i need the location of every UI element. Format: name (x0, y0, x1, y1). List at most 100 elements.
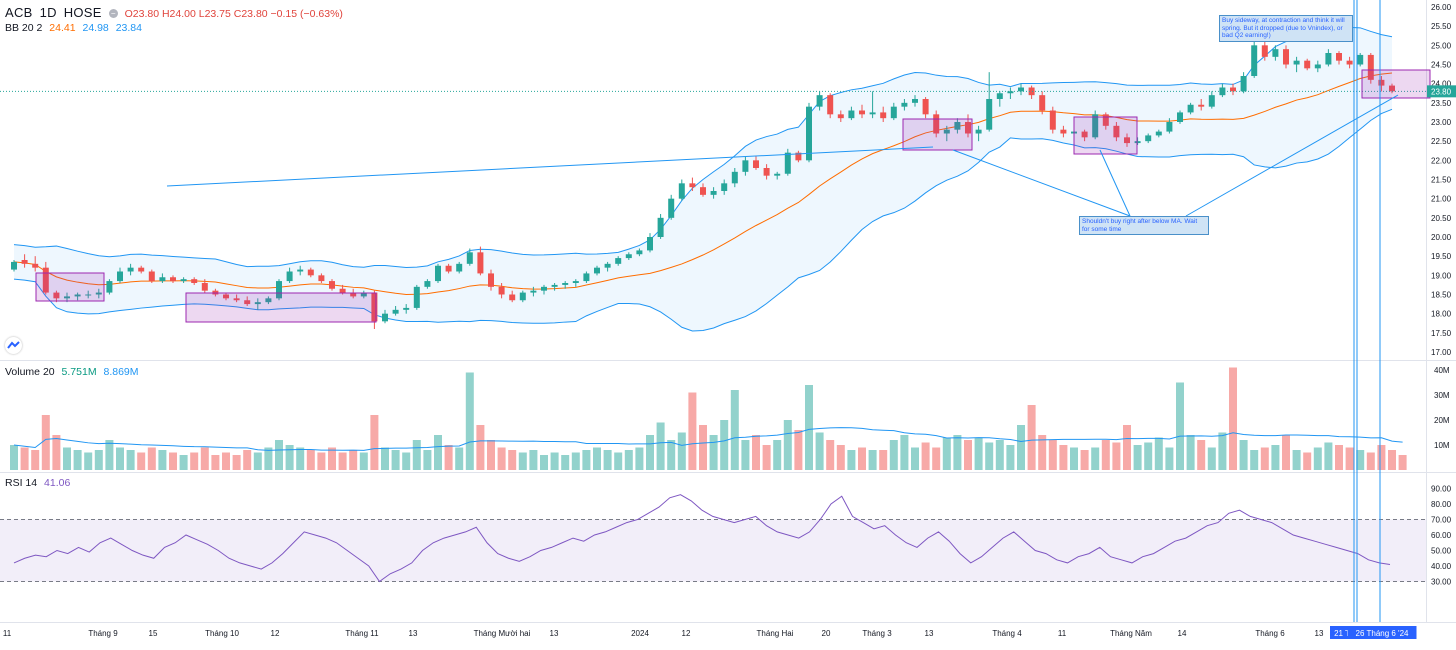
volume-bar (73, 450, 82, 470)
volume-bar (1260, 447, 1269, 470)
collapse-icon[interactable]: − (108, 9, 118, 18)
rsi-tick-label: 90.00 (1431, 485, 1452, 494)
candle-body (276, 281, 282, 299)
volume-bar (1154, 437, 1163, 470)
candle-body (424, 281, 431, 287)
volume-bar (836, 445, 845, 470)
volume-tick-label: 30M (1434, 391, 1450, 400)
candle-body (880, 112, 887, 119)
volume-bar (752, 435, 760, 470)
rsi-pane[interactable] (0, 494, 1426, 583)
bb-upper-line (13, 25, 1393, 268)
volume-bar (1017, 425, 1025, 470)
bb-legend[interactable]: BB 20 2 24.41 24.98 23.84 (5, 22, 146, 34)
rsi-band (0, 519, 1426, 582)
volume-bar (253, 452, 262, 470)
volume-legend[interactable]: Volume 20 5.751M 8.869M (5, 366, 143, 378)
volume-bar (730, 390, 739, 470)
volume-bar (285, 445, 294, 470)
candle-body (943, 129, 950, 134)
volume-bar (964, 440, 972, 470)
volume-bar (1080, 450, 1089, 470)
candle-body (700, 187, 706, 195)
trend-line (1099, 149, 1131, 217)
volume-bar (1218, 432, 1227, 470)
volume-bar (1165, 447, 1174, 470)
volume-bar (974, 437, 983, 470)
volume-bar (1303, 452, 1312, 470)
candle-body (689, 183, 696, 188)
volume-bar (1027, 405, 1036, 470)
volume-bar (614, 452, 623, 470)
volume-bar (1239, 440, 1248, 470)
time-tick-label: 11 (1058, 629, 1067, 638)
candle-body (159, 277, 166, 282)
candle-body (668, 198, 675, 218)
volume-tick-label: 10M (1434, 441, 1450, 450)
ohlc-values: O23.80 H24.00 L23.75 C23.80 −0.15 (−0.63… (124, 8, 343, 20)
volume-bar (900, 435, 909, 470)
candle-body (413, 286, 420, 308)
volume-bar (1271, 445, 1280, 470)
candle-body (1283, 49, 1289, 65)
volume-bar (126, 450, 135, 470)
candle-body (456, 263, 463, 272)
candle-body (1304, 60, 1311, 69)
candle-body (1187, 104, 1194, 113)
volume-bar (1207, 447, 1216, 470)
volume-bar (317, 452, 326, 470)
price-tick-label: 19.00 (1431, 271, 1452, 280)
time-highlight-badge (1347, 626, 1417, 639)
time-tick-label: Tháng 6 (1255, 629, 1285, 638)
volume-bar (10, 445, 18, 470)
volume-bar (561, 455, 570, 470)
volume-bar (1038, 435, 1047, 470)
candle-body (954, 122, 961, 130)
volume-bar (1377, 445, 1386, 470)
volume-ma-line (13, 427, 1403, 451)
note-callout-top[interactable]: Buy sideway, at contraction and think it… (1219, 15, 1353, 42)
note-callout-mid[interactable]: Shouldn't buy right after below MA. Wait… (1079, 216, 1209, 235)
volume-bar (720, 420, 729, 470)
volume-bar (359, 452, 368, 470)
symbol-legend[interactable]: ACB 1D HOSE − O23.80 H24.00 L23.75 C23.8… (5, 5, 347, 20)
drawings-layer[interactable] (35, 0, 1431, 622)
time-tick-label: 13 (1315, 629, 1324, 638)
candle-body (1346, 60, 1353, 65)
last-price-badge (1427, 85, 1456, 98)
volume-bar (794, 430, 803, 470)
price-tick-label: 21.00 (1431, 195, 1452, 204)
candle-body (53, 292, 60, 299)
volume-pane[interactable] (10, 367, 1407, 471)
candle-body (996, 93, 1003, 99)
price-tick-label: 17.00 (1431, 348, 1452, 357)
rsi-value: 41.06 (44, 477, 71, 489)
candle-body (1240, 76, 1247, 92)
candle-body (1314, 64, 1321, 69)
candle-body (1092, 114, 1099, 138)
volume-bar (306, 450, 315, 470)
rsi-tick-label: 50.00 (1431, 547, 1452, 556)
symbol-name[interactable]: ACB (5, 5, 33, 20)
interval-label[interactable]: 1D (39, 5, 57, 20)
tradingview-logo-icon[interactable] (5, 337, 22, 354)
volume-bar (550, 452, 559, 470)
volume-bar (1366, 452, 1375, 470)
price-pane[interactable] (0, 25, 1426, 332)
rsi-legend[interactable]: RSI 14 41.06 (5, 477, 74, 489)
candle-body (678, 183, 685, 199)
price-tick-label: 22.00 (1431, 156, 1452, 165)
volume-bar (169, 452, 177, 470)
range-box (185, 292, 377, 323)
bb-lower-line (13, 108, 1393, 332)
rsi-tick-label: 70.00 (1431, 516, 1452, 525)
range-box (902, 118, 973, 151)
candle-body (710, 191, 717, 195)
volume-bar (20, 447, 29, 470)
candle-body (1155, 131, 1162, 136)
candle-body (201, 283, 208, 291)
time-tick-label: 21 T (1334, 629, 1350, 638)
candle-body (371, 292, 378, 322)
last-price-label: 23.80 (1431, 87, 1452, 96)
